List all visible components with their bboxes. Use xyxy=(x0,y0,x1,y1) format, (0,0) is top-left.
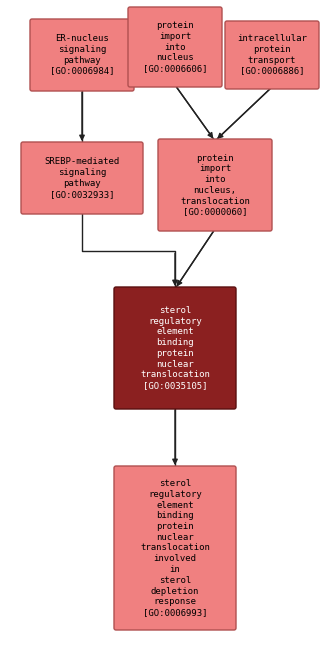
FancyBboxPatch shape xyxy=(30,19,134,91)
FancyBboxPatch shape xyxy=(128,7,222,87)
Text: sterol
regulatory
element
binding
protein
nuclear
translocation
involved
in
ster: sterol regulatory element binding protei… xyxy=(140,479,210,617)
Text: SREBP-mediated
signaling
pathway
[GO:0032933]: SREBP-mediated signaling pathway [GO:003… xyxy=(44,157,120,199)
Text: sterol
regulatory
element
binding
protein
nuclear
translocation
[GO:0035105]: sterol regulatory element binding protei… xyxy=(140,306,210,390)
FancyBboxPatch shape xyxy=(21,142,143,214)
Text: protein
import
into
nucleus
[GO:0006606]: protein import into nucleus [GO:0006606] xyxy=(143,21,207,73)
Text: ER-nucleus
signaling
pathway
[GO:0006984]: ER-nucleus signaling pathway [GO:0006984… xyxy=(50,34,114,76)
Text: intracellular
protein
transport
[GO:0006886]: intracellular protein transport [GO:0006… xyxy=(237,34,307,76)
FancyBboxPatch shape xyxy=(114,466,236,630)
FancyBboxPatch shape xyxy=(158,139,272,231)
FancyBboxPatch shape xyxy=(114,287,236,409)
Text: protein
import
into
nucleus,
translocation
[GO:0000060]: protein import into nucleus, translocati… xyxy=(180,153,250,216)
FancyBboxPatch shape xyxy=(225,21,319,89)
